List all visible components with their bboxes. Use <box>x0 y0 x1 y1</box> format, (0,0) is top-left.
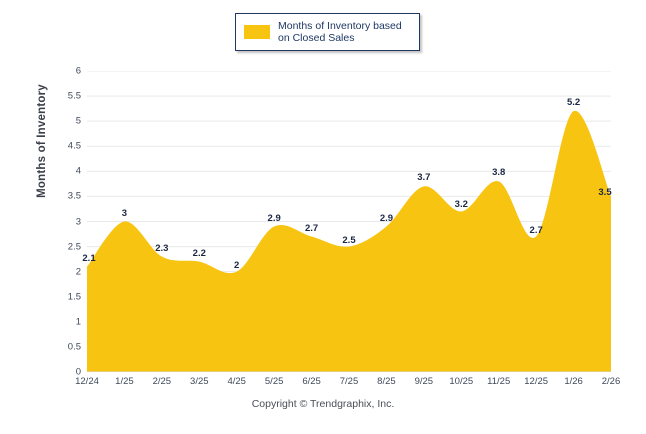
legend-color-swatch <box>244 25 270 39</box>
data-point-label: 2.1 <box>82 252 96 264</box>
data-point-label: 3.7 <box>417 172 431 184</box>
x-axis-tick-label: 9/25 <box>414 376 434 387</box>
y-axis-tick-label: 2.5 <box>67 241 81 253</box>
data-point-label: 2.2 <box>192 247 206 259</box>
x-axis-tick-label: 11/25 <box>487 376 511 387</box>
series-area-months-of-inventory <box>87 110 611 372</box>
data-point-label: 2.9 <box>267 212 281 224</box>
x-axis-tick-label: 12/24 <box>75 376 99 387</box>
data-point-label: 3.8 <box>492 167 506 179</box>
plot-area <box>87 71 611 372</box>
data-point-label: 2.7 <box>529 224 543 236</box>
x-axis-tick-label: 4/25 <box>227 376 246 387</box>
x-axis-tick-label: 2/25 <box>152 376 172 387</box>
x-axis-tick-label: 5/25 <box>264 376 284 387</box>
copyright-notice: Copyright © Trendgraphix, Inc. <box>251 398 395 410</box>
x-axis-tick-label: 8/25 <box>377 376 396 387</box>
x-axis-tick-label: 12/25 <box>524 376 549 387</box>
chart-legend[interactable]: Months of Inventory based on Closed Sale… <box>235 13 420 51</box>
y-axis-tick-label: 1.5 <box>67 291 81 303</box>
x-axis-tick-label: 1/25 <box>115 376 134 387</box>
x-axis-tick-label: 3/25 <box>190 376 209 387</box>
data-point-label: 3.5 <box>598 187 612 199</box>
y-axis-tick-label: 0.5 <box>67 341 81 353</box>
area-chart-svg <box>87 71 611 372</box>
data-point-label: 3 <box>121 207 128 219</box>
y-axis-tick-label: 2 <box>75 266 81 278</box>
x-axis-tick-label: 6/25 <box>302 376 321 387</box>
data-point-label: 2.7 <box>304 222 319 234</box>
data-point-label: 2.3 <box>155 242 169 254</box>
x-axis-tick-label: 1/26 <box>564 376 583 387</box>
x-axis-tick-label: 2/26 <box>601 376 621 387</box>
x-axis-tick-label: 10/25 <box>449 376 474 387</box>
y-axis-title: Months of Inventory <box>36 84 48 198</box>
data-point-label: 3.2 <box>454 199 468 211</box>
data-point-label: 2.5 <box>342 234 356 246</box>
data-point-label: 2 <box>234 259 240 271</box>
legend-series-label: Months of Inventory based on Closed Sale… <box>278 19 402 45</box>
y-axis-tick-label: 1 <box>75 316 81 328</box>
data-point-label: 2.9 <box>379 212 394 224</box>
x-axis-tick-label: 7/25 <box>339 376 359 387</box>
data-point-label: 5.2 <box>566 97 581 109</box>
